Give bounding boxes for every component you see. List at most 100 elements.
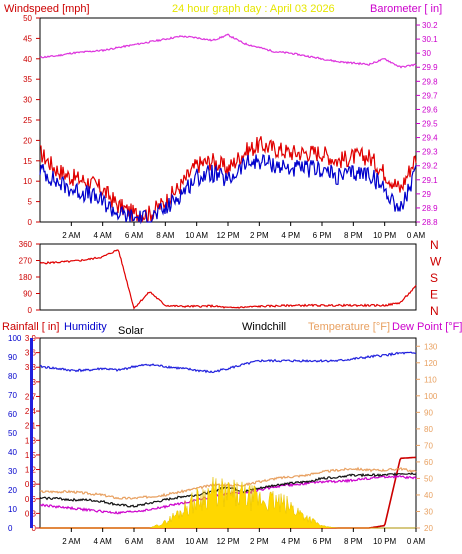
direction-tick-label: 90 — [23, 290, 32, 299]
temp-tick-label: 90 — [424, 408, 433, 417]
wind-direction-line — [39, 249, 417, 310]
temp-tick-label: 60 — [424, 458, 433, 467]
rain-tick-label: 3 — [32, 378, 37, 387]
windspeed-tick-label: 40 — [23, 55, 32, 64]
time-tick-label: 2 PM — [250, 231, 269, 240]
time-tick-label: 10 AM — [185, 231, 208, 240]
windspeed-line — [39, 154, 417, 225]
compass-label: N — [430, 304, 439, 318]
barometer-tick-label: 28.8 — [422, 218, 438, 227]
wind-direction-series — [39, 249, 417, 310]
windspeed-label: Windspeed [mph] — [4, 3, 90, 15]
time-tick-label: 6 AM — [125, 537, 144, 546]
temperature-axis: 20 30 40 50 60 70 80 90 100 110 120 130 — [416, 342, 438, 533]
time-tick-label: 6 PM — [313, 537, 332, 546]
direction-axis: 0 90 180 270 360 — [19, 240, 40, 315]
barometer-tick-label: 29.4 — [422, 134, 438, 143]
graph-title: 24 hour graph day : April 03 2026 — [172, 3, 335, 15]
barometer-tick-label: 29.1 — [422, 176, 438, 185]
barometer-tick-label: 30 — [422, 49, 431, 58]
humidity-tick-label: 50 — [8, 429, 17, 438]
compass-label: S — [430, 271, 438, 285]
temp-humidity-series — [39, 351, 417, 529]
windchill-label: Windchill — [242, 321, 286, 333]
time-tick-label: 8 PM — [344, 231, 363, 240]
wind-direction-frame — [39, 243, 417, 311]
windspeed-tick-label: 15 — [23, 157, 32, 166]
humidity-tick-label: 70 — [8, 391, 17, 400]
direction-tick-label: 180 — [19, 273, 33, 282]
barometer-tick-label: 30.1 — [422, 35, 438, 44]
temp-tick-label: 40 — [424, 491, 433, 500]
time-tick-label: 2 AM — [62, 537, 81, 546]
barometer-tick-label: 29.6 — [422, 105, 438, 114]
windspeed-tick-label: 10 — [23, 177, 32, 186]
windspeed-tick-label: 0 — [28, 218, 33, 227]
temp-tick-label: 70 — [424, 441, 433, 450]
time-tick-label: 8 AM — [156, 537, 175, 546]
temp-tick-label: 100 — [424, 392, 438, 401]
time-axis-bottom: 2 AM 4 AM 6 AM 8 AM 10 AM 12 PM 2 PM 4 PM 6 PM 8 … — [62, 528, 425, 546]
time-tick-label: 10 AM — [185, 537, 208, 546]
humidity-label: Humidity — [64, 321, 107, 333]
windspeed-tick-label: 50 — [23, 14, 32, 23]
time-tick-label: 12 PM — [216, 537, 239, 546]
humidity-line — [39, 351, 417, 374]
direction-tick-label: 270 — [19, 257, 33, 266]
humidity-tick-label: 30 — [8, 467, 17, 476]
time-tick-label: 4 AM — [94, 231, 113, 240]
barometer-axis: 28.8 28.9 29 29.1 29.2 29.3 29.4 29.5 29.6 29.7 29… — [416, 21, 438, 227]
humidity-axis-bar — [30, 338, 33, 528]
dewpoint-label: Dew Point [°F] — [392, 321, 462, 333]
time-tick-label: 2 PM — [250, 537, 269, 546]
time-tick-label: 4 AM — [94, 537, 113, 546]
time-tick-label: 0 AM — [407, 231, 426, 240]
windspeed-axis: 0 5 10 15 20 25 30 35 40 45 50 — [23, 14, 40, 227]
humidity-tick-label: 80 — [8, 372, 17, 381]
windspeed-tick-label: 20 — [23, 136, 32, 145]
time-tick-label: 0 AM — [407, 537, 426, 546]
humidity-tick-label: 100 — [8, 334, 22, 343]
time-tick-label: 6 PM — [313, 231, 332, 240]
temp-tick-label: 20 — [424, 524, 433, 533]
windspeed-tick-label: 25 — [23, 116, 32, 125]
time-tick-label: 4 PM — [281, 537, 300, 546]
solar-label: Solar — [118, 325, 144, 337]
temp-tick-label: 50 — [424, 474, 433, 483]
temp-tick-label: 30 — [424, 507, 433, 516]
wind-baro-series — [39, 33, 417, 225]
barometer-label: Barometer [ in] — [370, 3, 442, 15]
humidity-tick-label: 90 — [8, 353, 17, 362]
time-tick-label: 10 PM — [373, 537, 396, 546]
compass-label: N — [430, 238, 439, 252]
temp-tick-label: 110 — [424, 375, 437, 384]
barometer-tick-label: 29.7 — [422, 91, 438, 100]
barometer-tick-label: 29.2 — [422, 162, 438, 171]
compass-label: E — [430, 288, 438, 302]
time-tick-label: 6 AM — [125, 231, 144, 240]
barometer-tick-label: 29 — [422, 190, 431, 199]
humidity-tick-label: 0 — [8, 524, 13, 533]
time-tick-label: 2 AM — [62, 231, 81, 240]
barometer-tick-label: 29.8 — [422, 77, 438, 86]
rain-tick-label: 0 — [32, 524, 37, 533]
wind-baro-frame — [39, 17, 417, 223]
temp-tick-label: 80 — [424, 425, 433, 434]
humidity-tick-label: 20 — [8, 486, 17, 495]
barometer-tick-label: 29.3 — [422, 148, 438, 157]
windspeed-tick-label: 35 — [23, 75, 32, 84]
time-tick-label: 8 AM — [156, 231, 175, 240]
rain-humidity-axis: 010203040506070809010000.30.60.91.21.51.… — [8, 334, 40, 533]
time-tick-label: 8 PM — [344, 537, 363, 546]
windspeed-tick-label: 45 — [23, 34, 32, 43]
windspeed-tick-label: 30 — [23, 96, 32, 105]
humidity-tick-label: 10 — [8, 505, 17, 514]
barometer-tick-label: 28.9 — [422, 204, 438, 213]
time-tick-label: 10 PM — [373, 231, 396, 240]
direction-tick-label: 0 — [28, 306, 33, 315]
temp-tick-label: 120 — [424, 359, 438, 368]
time-axis-top: 2 AM 4 AM 6 AM 8 AM 10 AM 12 PM 2 PM 4 PM 6 PM 8 … — [62, 222, 425, 240]
humidity-tick-label: 60 — [8, 410, 17, 419]
